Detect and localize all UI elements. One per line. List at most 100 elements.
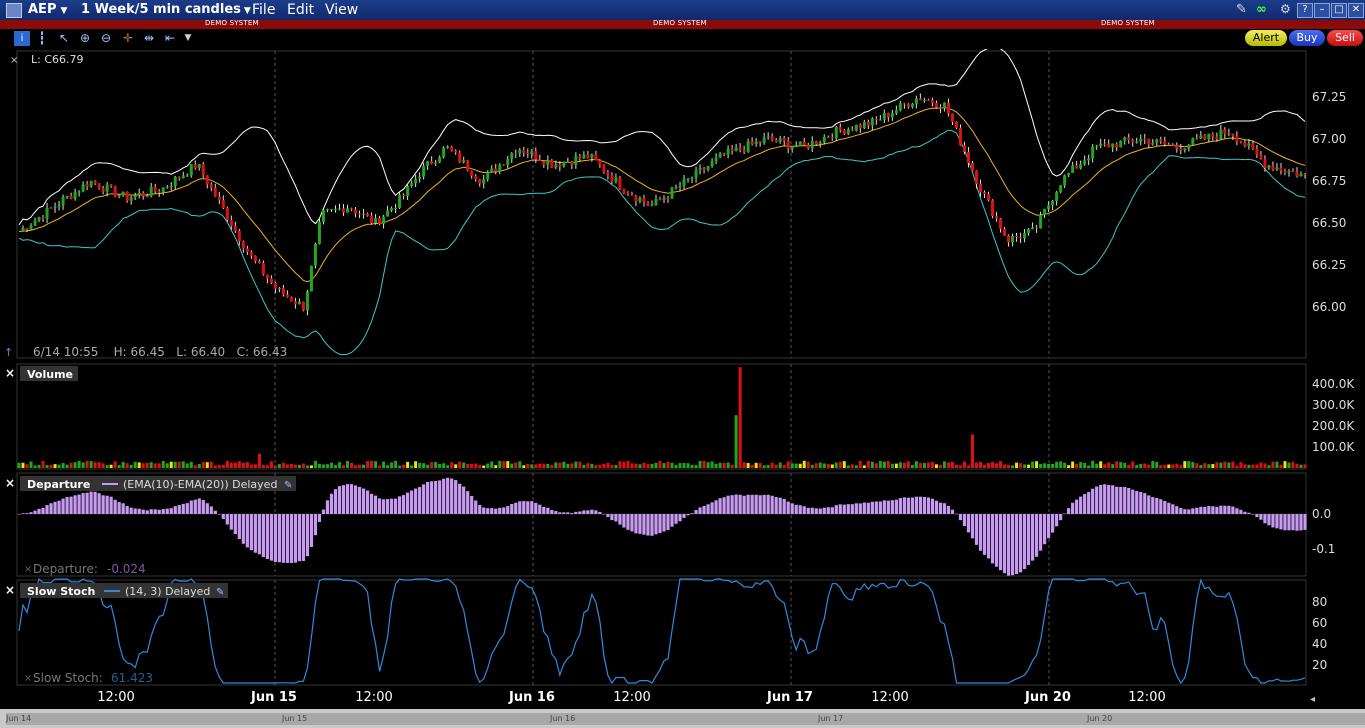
candle-body [1247, 143, 1251, 147]
departure-bar [1083, 494, 1087, 514]
volume-bar [89, 461, 93, 468]
volume-bar [382, 461, 386, 468]
close-volume-icon[interactable]: × [5, 366, 15, 380]
menu-file[interactable]: File [252, 2, 276, 18]
time-tick-label: 12:00 [613, 690, 650, 705]
candle-body [113, 186, 117, 197]
zoom-in-icon[interactable]: ⊕ [79, 31, 91, 45]
close-button[interactable]: ✕ [1348, 3, 1364, 18]
departure-bar [1067, 508, 1071, 514]
departure-bar [890, 500, 894, 514]
candle-body [987, 194, 991, 201]
departure-bar [233, 514, 237, 535]
departure-bar [494, 508, 498, 514]
candle-body [81, 184, 85, 192]
departure-bar [854, 503, 858, 514]
candle-body [506, 159, 510, 166]
departure-bar [978, 514, 983, 551]
departure-bar [618, 514, 622, 525]
candle-body [1131, 140, 1135, 143]
navigator-thumb[interactable] [6, 713, 1365, 725]
help-button[interactable]: ? [1297, 3, 1313, 18]
minimize-button[interactable]: – [1314, 3, 1330, 18]
symbol-selector[interactable]: AEP ▼ [28, 2, 67, 17]
volume-bar [802, 460, 806, 468]
departure-bar [189, 500, 193, 514]
candle-body [1175, 145, 1179, 149]
candle-body [1279, 167, 1283, 171]
chart-area[interactable]: × L: C66.79 ↑ 6/14 10:55 H: 66.45 L: 66.… [0, 49, 1365, 728]
departure-bar [950, 509, 955, 514]
departure-bar [718, 498, 722, 514]
maximize-button[interactable]: □ [1331, 3, 1347, 18]
menu-view[interactable]: View [325, 2, 359, 18]
departure-bar [866, 502, 870, 514]
candle-body [546, 160, 550, 165]
candle-body [253, 255, 257, 262]
close-departure-icon[interactable]: × [5, 476, 15, 490]
arrow-right-icon[interactable]: ◂ [1310, 694, 1315, 705]
volume-bar [738, 367, 742, 468]
period-selector[interactable]: 1 Week/5 min candles ▼ [81, 2, 251, 17]
chevron-down-icon: ▼ [243, 6, 251, 16]
close-panel-icon[interactable]: × [10, 55, 18, 66]
departure-bar [682, 514, 686, 518]
link-icon[interactable]: ∞ [1256, 2, 1267, 17]
alert-button[interactable]: Alert [1245, 30, 1287, 46]
volume-bar [378, 465, 382, 468]
candle-body [1099, 143, 1103, 147]
volume-bar [526, 463, 530, 468]
candle-body [426, 161, 430, 166]
candle-body [141, 192, 145, 196]
departure-bar [578, 511, 582, 514]
scroll-icon[interactable]: ⇤ [164, 31, 176, 45]
candle-body [1287, 170, 1291, 173]
departure-bar [269, 514, 273, 561]
volume-bar [958, 465, 962, 468]
candle-body [966, 151, 970, 164]
bar-chart-icon[interactable]: ┇ [38, 31, 46, 45]
departure-bar [85, 492, 89, 514]
sell-button[interactable]: Sell [1327, 30, 1363, 46]
volume-bar [77, 460, 81, 468]
fit-width-icon[interactable]: ⇹ [143, 31, 155, 45]
volume-bar [285, 464, 289, 468]
departure-bar [1042, 514, 1047, 545]
edit-icon[interactable]: ✎ [216, 587, 224, 598]
candle-body [554, 164, 558, 168]
departure-bar [1203, 506, 1207, 514]
candle-body [558, 164, 562, 167]
zoom-out-icon[interactable]: ⊖ [100, 31, 112, 45]
volume-bar [221, 465, 225, 468]
candle-body [582, 154, 586, 159]
demo-label: DEMO SYSTEM [1101, 19, 1155, 27]
close-stoch-icon[interactable]: × [5, 583, 15, 597]
wrench-icon[interactable]: ✎ [1236, 2, 1247, 17]
buy-button[interactable]: Buy [1289, 30, 1325, 46]
volume-bar [321, 464, 325, 468]
settings-icon[interactable]: ⚙ [1280, 2, 1291, 16]
cursor-icon[interactable]: ↖ [58, 31, 70, 45]
volume-bar [1063, 462, 1067, 468]
volume-bar [418, 462, 422, 468]
edit-icon[interactable]: ✎ [284, 480, 292, 491]
volume-bar [494, 465, 498, 468]
candle-body [910, 103, 914, 107]
departure-title-box [20, 476, 296, 491]
volume-bar [1207, 464, 1211, 468]
candle-body [1283, 170, 1287, 173]
time-tick-label: 12:00 [97, 690, 134, 705]
departure-bar [514, 502, 518, 514]
crosshair-icon[interactable]: ✛ [122, 31, 134, 45]
volume-bar [638, 464, 642, 468]
candle-body [894, 110, 898, 114]
volume-bar [606, 462, 610, 468]
volume-bar [273, 465, 277, 468]
candle-body [798, 141, 802, 147]
info-icon[interactable]: i [14, 31, 30, 46]
time-tick-label: Jun 16 [508, 690, 555, 705]
menu-edit[interactable]: Edit [287, 2, 315, 18]
chevron-down-icon[interactable]: ▼ [184, 33, 192, 43]
volume-bar [874, 463, 878, 468]
departure-bar [830, 507, 834, 514]
